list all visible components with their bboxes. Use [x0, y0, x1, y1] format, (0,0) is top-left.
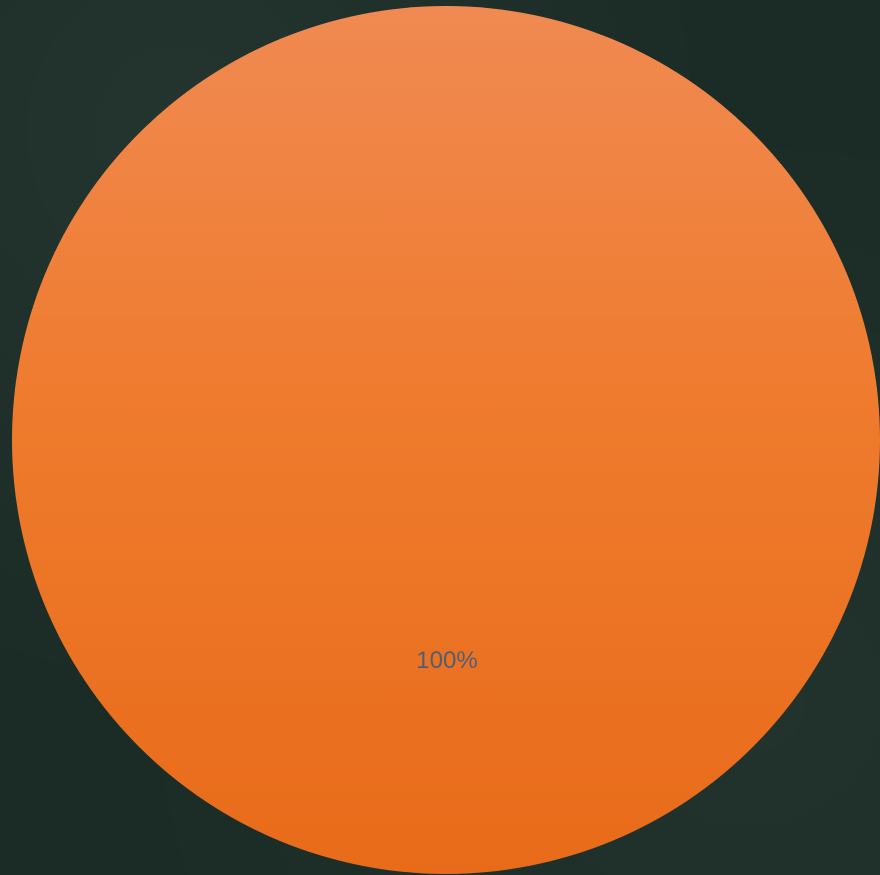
pie-slice	[12, 6, 880, 874]
slice-value-label: 100%	[416, 647, 477, 674]
pie-slices	[12, 6, 880, 874]
pie-labels: 100%	[416, 647, 477, 674]
